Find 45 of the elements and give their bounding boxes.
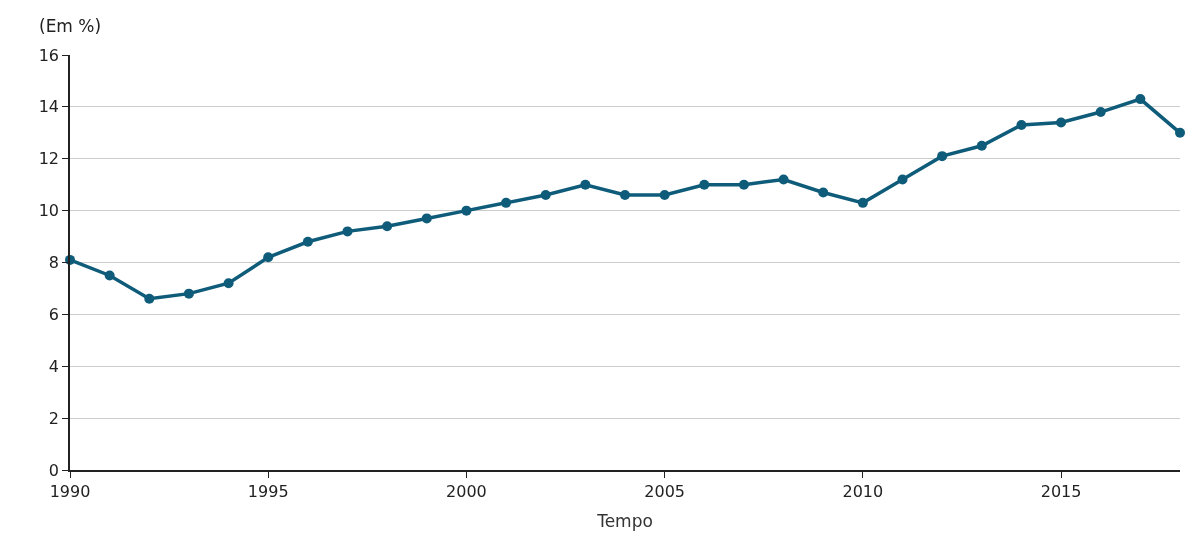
point — [1095, 107, 1106, 118]
y-tick-label: 10 — [38, 201, 60, 221]
point — [104, 270, 115, 281]
point — [937, 151, 948, 162]
point — [620, 190, 630, 201]
y-tick-label: 8 — [48, 253, 60, 273]
y-tick-label: 2 — [48, 408, 60, 428]
x-tick-label: 2010 — [842, 481, 884, 501]
point — [144, 293, 155, 304]
y-tick-label: 16 — [38, 45, 60, 65]
point — [897, 174, 908, 185]
point — [818, 187, 829, 198]
point — [699, 179, 710, 190]
point — [1135, 94, 1146, 105]
x-tick-label: 2015 — [1040, 481, 1082, 501]
point — [738, 179, 749, 190]
point — [421, 213, 432, 224]
point — [976, 140, 987, 151]
point — [382, 221, 393, 232]
y-tick-label: 12 — [38, 149, 60, 169]
point — [223, 278, 234, 289]
point — [580, 179, 591, 190]
x-tick-label: 1995 — [247, 481, 289, 501]
x-axis-title: Tempo — [596, 510, 653, 531]
point — [263, 252, 274, 263]
y-axis-title: (Em %) — [39, 16, 102, 36]
point — [1175, 127, 1185, 138]
y-tick-label: 14 — [38, 97, 60, 117]
point — [857, 197, 868, 208]
x-tick-label: 2000 — [446, 481, 487, 501]
y-tick-label: 0 — [48, 460, 60, 480]
point — [1016, 120, 1027, 131]
point — [1056, 117, 1067, 128]
y-tick-label: 4 — [48, 356, 60, 376]
point — [461, 205, 472, 216]
point — [540, 190, 551, 201]
point — [659, 190, 670, 201]
x-tick-label: 1990 — [49, 481, 91, 501]
x-tick-label: 2005 — [644, 481, 685, 501]
point — [342, 226, 353, 237]
point — [501, 197, 512, 208]
point — [183, 288, 194, 299]
point — [302, 236, 313, 247]
y-tick-label: 6 — [48, 304, 60, 324]
point — [778, 174, 789, 185]
